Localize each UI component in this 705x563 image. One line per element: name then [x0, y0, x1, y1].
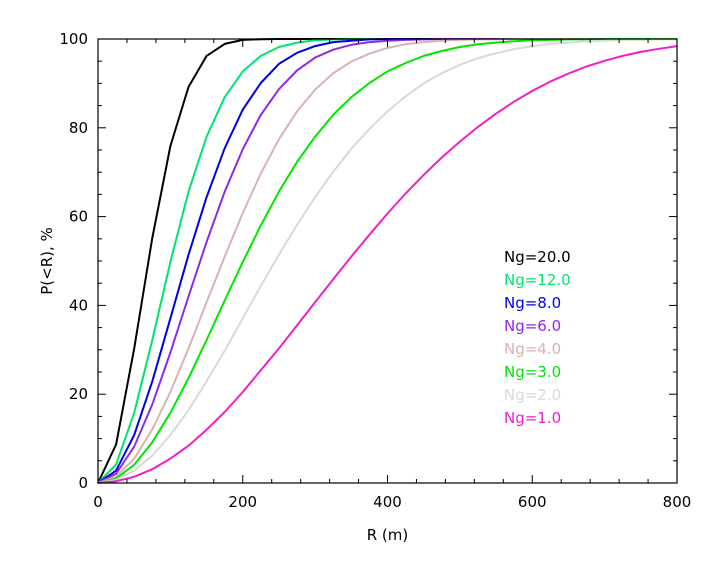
y-tick-label: 60 [69, 208, 88, 226]
y-axis-title: P(<R), % [38, 227, 56, 295]
x-tick-label: 200 [228, 493, 257, 511]
legend-layer: Ng=20.0 Ng=12.0 Ng=8.0 Ng=6.0 Ng=4.0 Ng=3.0 Ng… [504, 248, 571, 427]
legend-entry: Ng=6.0 [504, 317, 561, 335]
y-tick-label: 20 [69, 385, 88, 403]
legend-entry: Ng=8.0 [504, 294, 561, 312]
x-tick-label: 0 [93, 493, 103, 511]
legend-entry: Ng=1.0 [504, 409, 561, 427]
series-line-ng-2-0 [97, 38, 677, 484]
legend-entry: Ng=3.0 [504, 363, 561, 381]
y-tick-label: 80 [69, 119, 88, 137]
series-line-ng-1-0 [97, 45, 678, 484]
legend-entry: Ng=20.0 [504, 248, 571, 266]
y-tick-label: 0 [78, 474, 88, 492]
x-tick-label: 400 [373, 493, 402, 511]
series-layer [97, 38, 678, 484]
legend-entry: Ng=2.0 [504, 386, 561, 404]
ticks-layer: 0 200 400 600 800 0 20 40 60 80 100 [59, 30, 691, 511]
x-tick-label: 600 [518, 493, 547, 511]
x-tick-label: 800 [663, 493, 692, 511]
y-tick-label: 40 [69, 296, 88, 314]
x-axis-title: R (m) [367, 526, 409, 544]
y-tick-label: 100 [59, 30, 88, 48]
legend-entry: Ng=12.0 [504, 271, 571, 289]
legend-entry: Ng=4.0 [504, 340, 561, 358]
